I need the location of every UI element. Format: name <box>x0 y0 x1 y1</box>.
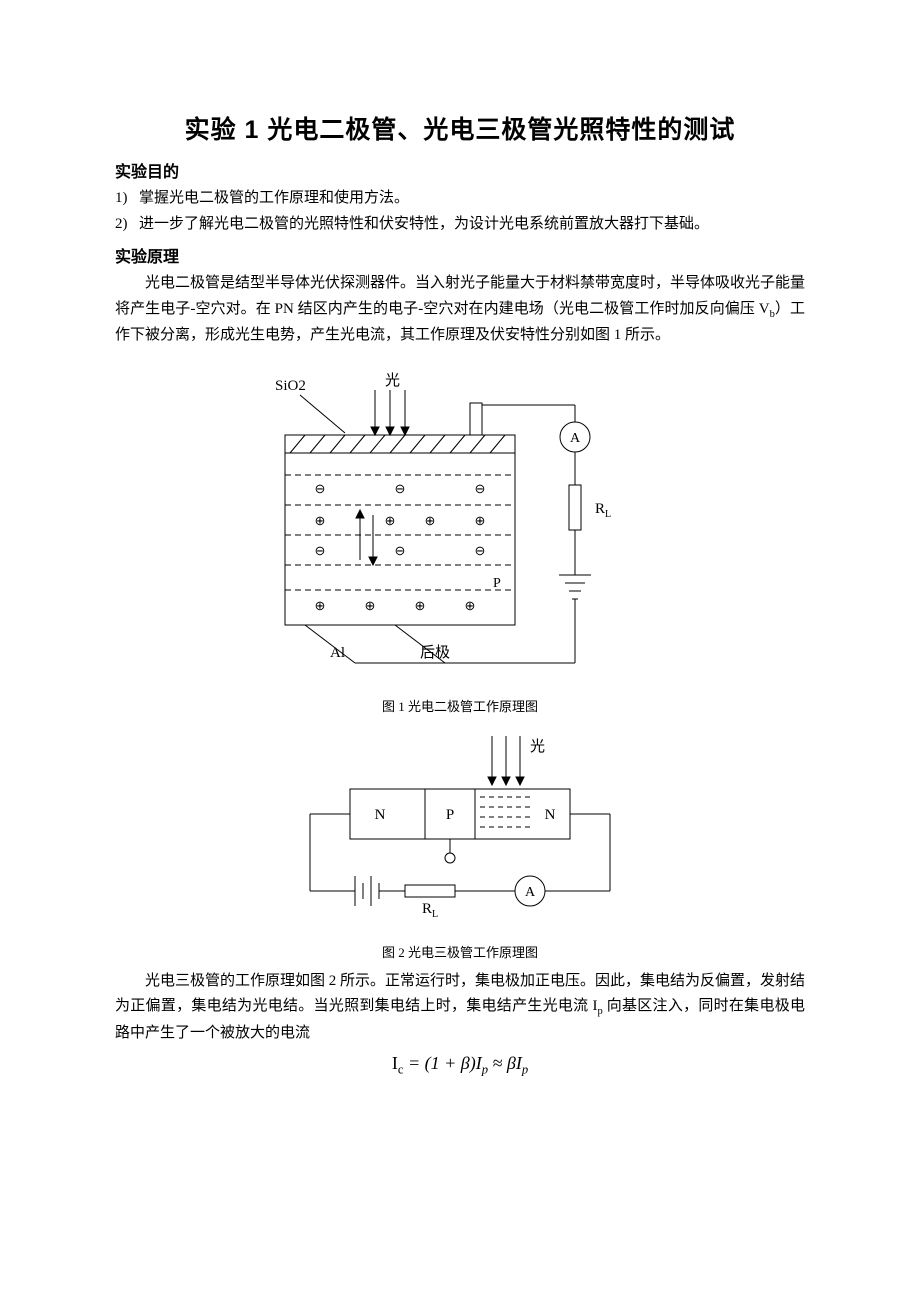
figure-2: N P N A RL 光 图 2 光电三极管工作原理图 <box>115 731 805 961</box>
svg-text:⊖: ⊖ <box>315 481 326 496</box>
section-objective-head: 实验目的 <box>115 158 805 182</box>
svg-text:⊕: ⊕ <box>415 598 426 613</box>
svg-text:⊖: ⊖ <box>395 543 406 558</box>
page: 实验 1 光电二极管、光电三极管光照特性的测试 实验目的 1)掌握光电二极管的工… <box>0 0 920 1302</box>
label-light: 光 <box>530 738 545 755</box>
formula-ic: Ic = (1 + β)Ip ≈ βIp <box>115 1053 805 1078</box>
svg-text:⊖: ⊖ <box>395 481 406 496</box>
list-text: 掌握光电二极管的工作原理和使用方法。 <box>139 190 409 206</box>
svg-text:⊕: ⊕ <box>465 598 476 613</box>
label-rl: RL <box>422 901 438 920</box>
svg-text:⊕: ⊕ <box>425 513 436 528</box>
label-n2: N <box>545 807 556 823</box>
label-p: P <box>446 807 454 823</box>
paragraph-principle-1: 光电二极管是结型半导体光伏探测器件。当入射光子能量大于材料禁带宽度时，半导体吸收… <box>115 271 805 349</box>
svg-text:⊖: ⊖ <box>315 543 326 558</box>
svg-text:⊖: ⊖ <box>475 481 486 496</box>
svg-text:⊕: ⊕ <box>315 598 326 613</box>
label-ammeter: A <box>570 431 581 446</box>
label-p: P <box>493 576 501 591</box>
svg-text:⊕: ⊕ <box>315 513 326 528</box>
label-n1: N <box>375 807 386 823</box>
label-sio2: SiO2 <box>275 378 306 394</box>
figure-1-caption: 图 1 光电二极管工作原理图 <box>115 696 805 715</box>
objectives-list: 1)掌握光电二极管的工作原理和使用方法。 2)进一步了解光电二极管的光照特性和伏… <box>115 186 805 237</box>
section-principle-head: 实验原理 <box>115 243 805 267</box>
label-light: 光 <box>385 372 400 389</box>
svg-text:⊕: ⊕ <box>475 513 486 528</box>
label-al: Al <box>330 645 345 661</box>
photodiode-diagram-icon: SiO2 光 A RL P Al 后极 ⊖ ⊖ ⊖ ⊕ ⊕ ⊕ ⊕ ⊖ ⊖ ⊖ <box>245 365 675 685</box>
svg-text:⊕: ⊕ <box>365 598 376 613</box>
label-rl: RL <box>595 501 611 520</box>
figure-2-caption: 图 2 光电三极管工作原理图 <box>115 942 805 961</box>
svg-text:⊖: ⊖ <box>475 543 486 558</box>
svg-text:⊕: ⊕ <box>385 513 396 528</box>
doc-title: 实验 1 光电二极管、光电三极管光照特性的测试 <box>115 110 805 146</box>
label-back: 后极 <box>420 644 450 661</box>
phototransistor-diagram-icon: N P N A RL 光 <box>270 731 650 931</box>
list-text: 进一步了解光电二极管的光照特性和伏安特性，为设计光电系统前置放大器打下基础。 <box>139 216 709 232</box>
objective-item: 2)进一步了解光电二极管的光照特性和伏安特性，为设计光电系统前置放大器打下基础。 <box>115 212 805 238</box>
paragraph-principle-2: 光电三极管的工作原理如图 2 所示。正常运行时，集电极加正电压。因此，集电结为反… <box>115 969 805 1047</box>
list-number: 1) <box>115 186 139 212</box>
figure-1: SiO2 光 A RL P Al 后极 ⊖ ⊖ ⊖ ⊕ ⊕ ⊕ ⊕ ⊖ ⊖ ⊖ <box>115 365 805 715</box>
label-ammeter: A <box>525 885 536 900</box>
list-number: 2) <box>115 212 139 238</box>
objective-item: 1)掌握光电二极管的工作原理和使用方法。 <box>115 186 805 212</box>
